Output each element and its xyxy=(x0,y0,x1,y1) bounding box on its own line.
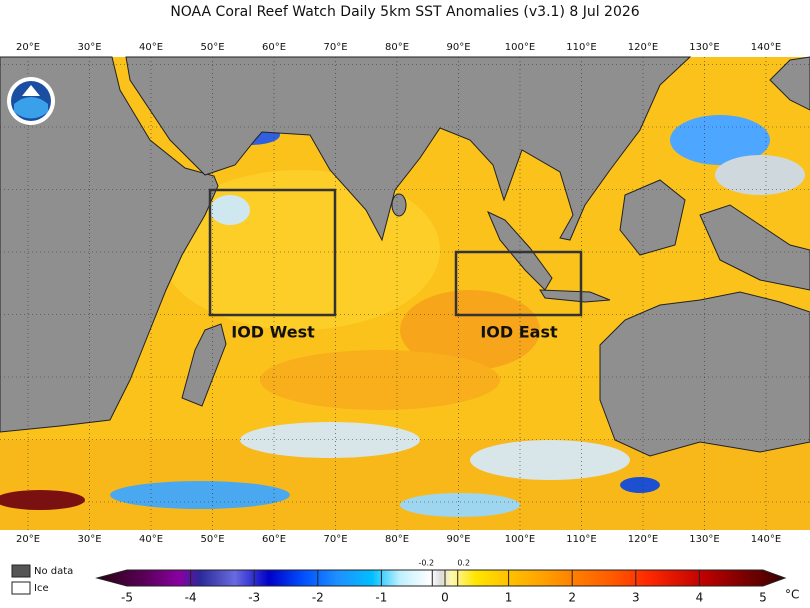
colorbar-tick-label: 2 xyxy=(568,591,576,605)
longitude-label: 140°E xyxy=(751,534,781,545)
longitude-label: 60°E xyxy=(262,534,286,545)
noaa-logo xyxy=(7,77,55,125)
longitude-label: 90°E xyxy=(446,534,470,545)
colorbar-tick-label: 5 xyxy=(759,591,767,605)
legend-label: No data xyxy=(34,566,73,577)
new-guinea xyxy=(699,204,810,291)
colorbar-minor-label: 0.2 xyxy=(457,559,470,568)
legend: No data Ice xyxy=(11,564,73,595)
map-title: NOAA Coral Reef Watch Daily 5km SST Anom… xyxy=(170,4,639,20)
longitude-label: 80°E xyxy=(385,42,409,53)
longitude-label: 100°E xyxy=(505,42,535,53)
colorbar-tick-label: -3 xyxy=(248,591,260,605)
logo-wave xyxy=(14,97,48,119)
longitude-label: 120°E xyxy=(628,42,658,53)
anomaly-patch xyxy=(240,422,420,458)
east-asia xyxy=(769,56,810,111)
longitude-label: 40°E xyxy=(139,42,163,53)
region-box xyxy=(208,188,337,317)
longitude-label: 20°E xyxy=(16,534,40,545)
longitude-label: 30°E xyxy=(77,42,101,53)
longitude-label: 30°E xyxy=(77,534,101,545)
longitude-label: 120°E xyxy=(628,534,658,545)
region-box xyxy=(454,250,583,317)
longitude-label: 130°E xyxy=(689,42,719,53)
anomaly-patch xyxy=(400,290,540,370)
borneo xyxy=(619,179,686,256)
colorbar-tick-label: -1 xyxy=(375,591,387,605)
longitude-label: 110°E xyxy=(566,534,596,545)
graticule xyxy=(0,57,810,530)
longitude-labels-top: 20°E 30°E 40°E 50°E 60°E 70°E 80°E 90°E 100°E 110… xyxy=(16,42,781,53)
anomaly-patch xyxy=(470,440,630,480)
longitude-label: 110°E xyxy=(566,42,596,53)
longitude-label: 60°E xyxy=(262,42,286,53)
asia xyxy=(125,56,692,242)
madagascar xyxy=(181,323,227,407)
colorbar-tick-label: 0 xyxy=(441,591,449,605)
colorbar-tick-label: 4 xyxy=(696,591,704,605)
colorbar-tick-label: 1 xyxy=(505,591,513,605)
region-label: IOD West xyxy=(231,323,315,342)
longitude-label: 40°E xyxy=(139,534,163,545)
longitude-label: 140°E xyxy=(751,42,781,53)
anomaly-patch xyxy=(110,481,290,509)
colorbar-tick-label: -2 xyxy=(312,591,324,605)
anomaly-patch xyxy=(715,155,805,195)
longitude-label: 50°E xyxy=(200,534,224,545)
colorbar-tick-label: -5 xyxy=(121,591,133,605)
land xyxy=(0,56,810,457)
longitude-label: 100°E xyxy=(505,534,535,545)
colorbar: °C -5 -4 -3 -2 -1 0 1 2 3 4 5 -0.2 0.2 xyxy=(95,559,799,605)
colorbar-tick-label: 3 xyxy=(632,591,640,605)
longitude-label: 70°E xyxy=(323,42,347,53)
longitude-labels-bottom: 20°E 30°E 40°E 50°E 60°E 70°E 80°E 90°E 100°E 110… xyxy=(16,534,781,545)
sri-lanka xyxy=(391,193,407,217)
colorbar-tick-label: -4 xyxy=(185,591,197,605)
anomaly-patch xyxy=(210,195,250,225)
colorbar-unit: °C xyxy=(785,588,799,602)
southern-ocean xyxy=(0,440,810,530)
anomaly-patch xyxy=(670,115,770,165)
australia xyxy=(599,291,810,457)
no-data-swatch xyxy=(11,564,31,578)
anomaly-patch xyxy=(0,490,85,510)
legend-label: Ice xyxy=(34,583,49,594)
logo-bird xyxy=(22,85,40,96)
anomaly-patch xyxy=(620,477,660,493)
region-label: IOD East xyxy=(480,323,558,342)
ice-swatch xyxy=(11,581,31,595)
longitude-label: 90°E xyxy=(446,42,470,53)
longitude-label: 70°E xyxy=(323,534,347,545)
colorbar-bar xyxy=(95,569,787,587)
longitude-label: 130°E xyxy=(689,534,719,545)
map: IOD West IOD East xyxy=(0,56,810,530)
longitude-label: 80°E xyxy=(385,534,409,545)
longitude-label: 20°E xyxy=(16,42,40,53)
africa xyxy=(0,56,219,433)
anomaly-patch xyxy=(260,350,500,410)
longitude-label: 50°E xyxy=(200,42,224,53)
colorbar-minor-label: -0.2 xyxy=(418,559,434,568)
anomaly-patch xyxy=(400,493,520,517)
